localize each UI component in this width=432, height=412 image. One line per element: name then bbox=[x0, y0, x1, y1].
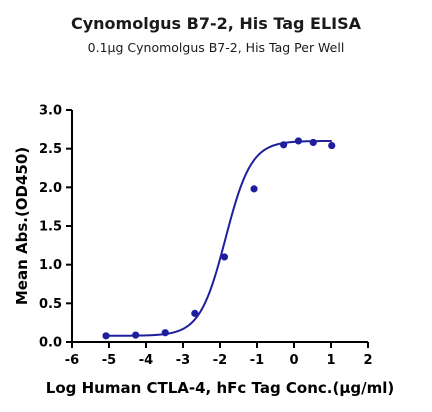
x-tick-label: -1 bbox=[250, 353, 264, 368]
data-point bbox=[102, 332, 110, 340]
data-point bbox=[220, 253, 229, 261]
x-tick-label: 2 bbox=[363, 353, 372, 368]
y-tick-label: 0.5 bbox=[39, 297, 62, 312]
x-tick-label: 1 bbox=[326, 353, 335, 368]
data-point bbox=[161, 329, 169, 337]
data-point bbox=[328, 141, 336, 150]
x-tick-label: -4 bbox=[139, 353, 153, 368]
x-tick-label: -5 bbox=[102, 353, 116, 368]
data-point bbox=[132, 331, 140, 339]
x-axis-title: Log Human CTLA-4, hFc Tag Conc.(μg/ml) bbox=[46, 379, 394, 397]
y-tick-label: 1.5 bbox=[39, 220, 62, 235]
fit-curve-group bbox=[106, 139, 332, 337]
data-point bbox=[309, 138, 317, 147]
axes bbox=[66, 109, 369, 348]
tick-labels: -6 -5 -4 -3 -2 -1 0 1 2 0.0 0.5 1.0 1.5 2.0 2.5 3.0 bbox=[39, 104, 373, 369]
data-point bbox=[250, 185, 258, 193]
y-tick-label: 3.0 bbox=[39, 104, 62, 119]
data-point bbox=[294, 137, 303, 145]
y-tick-label: 2.0 bbox=[39, 181, 62, 196]
fit-curve bbox=[106, 139, 332, 337]
y-tick-label: 1.0 bbox=[39, 258, 62, 273]
data-point bbox=[280, 141, 288, 149]
y-axis-title: Mean Abs.(OD450) bbox=[13, 147, 31, 305]
x-tick-label: -6 bbox=[65, 353, 79, 368]
data-point bbox=[191, 309, 199, 317]
chart-subtitle: 0.1μg Cynomolgus B7-2, His Tag Per Well bbox=[87, 40, 345, 55]
x-tick-label: -3 bbox=[176, 353, 190, 368]
chart-title: Cynomolgus B7-2, His Tag ELISA bbox=[70, 14, 361, 33]
y-tick-label: 2.5 bbox=[39, 142, 62, 157]
x-tick-label: -2 bbox=[213, 353, 227, 368]
data-points bbox=[102, 137, 336, 340]
y-tick-label: 0.0 bbox=[39, 336, 62, 351]
x-tick-label: 0 bbox=[289, 353, 298, 368]
